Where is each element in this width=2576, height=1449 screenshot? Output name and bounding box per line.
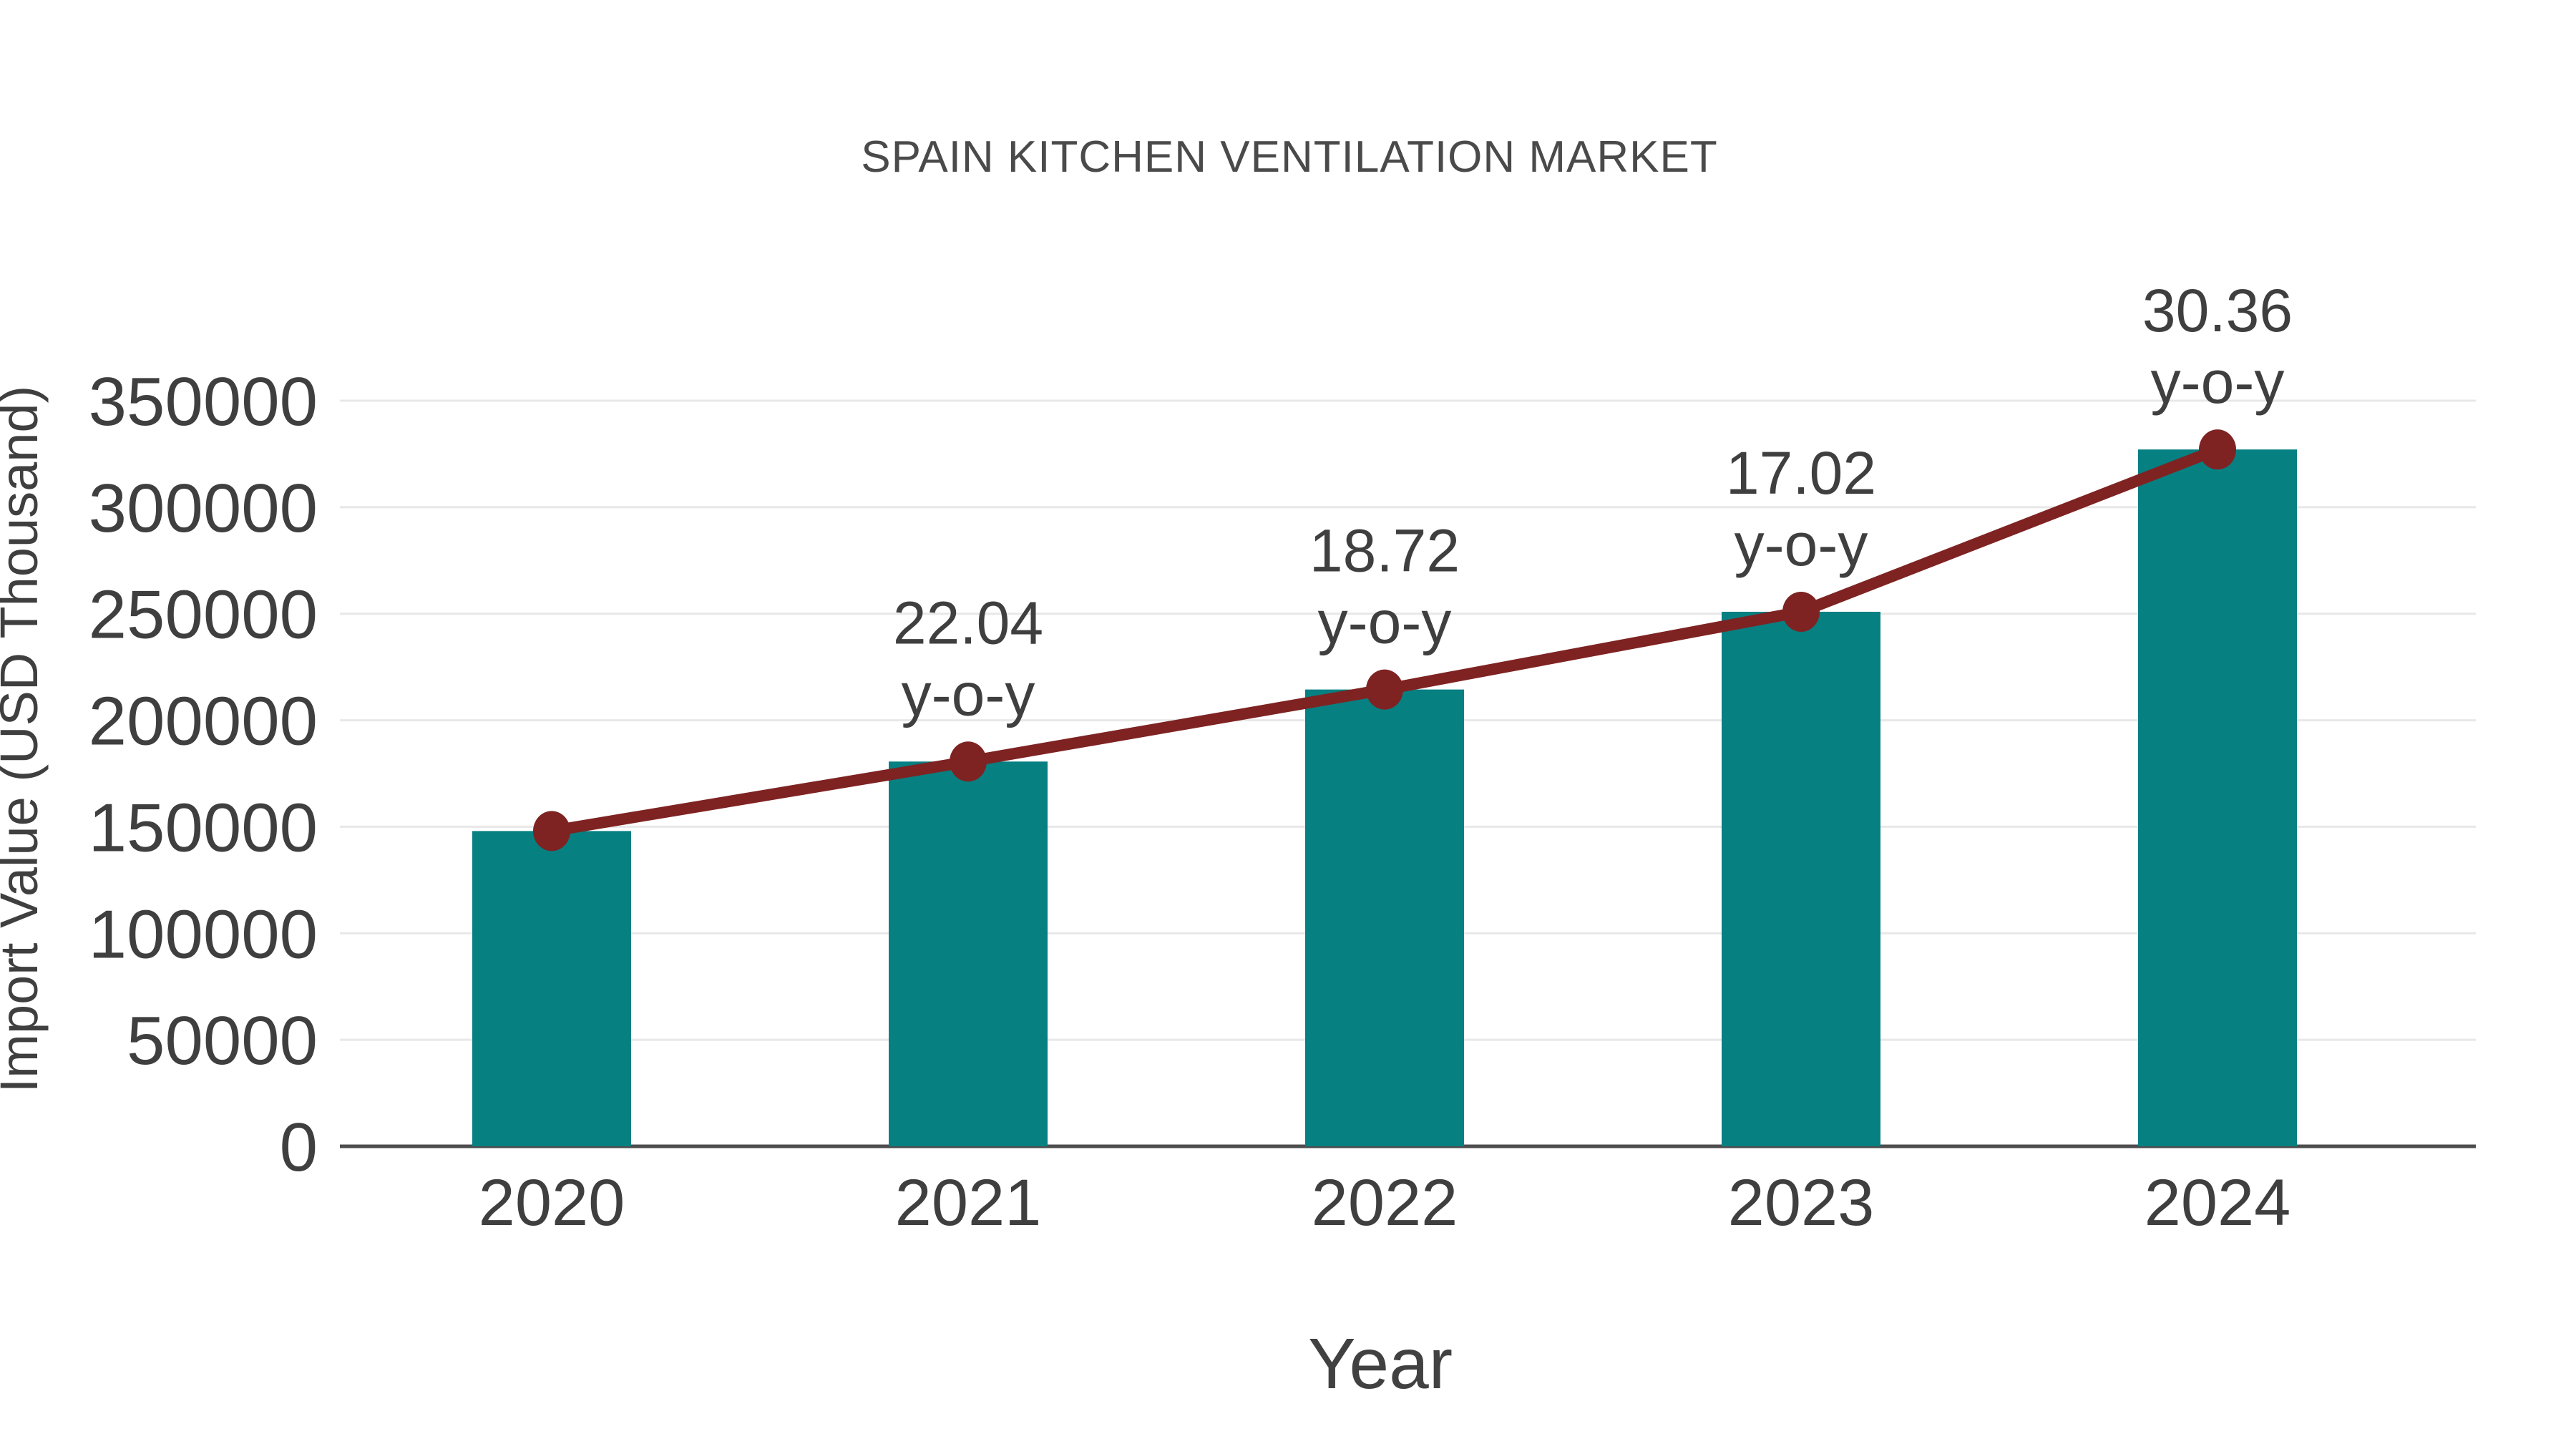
y-tick-label-50000: 50000 <box>127 1002 318 1079</box>
yoy-value-label-2022: 18.72 <box>1309 517 1460 585</box>
line-series <box>533 429 2236 852</box>
y-tick-label-200000: 200000 <box>89 683 318 760</box>
x-tick-label-2022: 2022 <box>1312 1166 1458 1239</box>
y-tick-label-0: 0 <box>280 1109 318 1186</box>
line-marker-2020 <box>533 811 570 852</box>
bar-series <box>472 449 2297 1146</box>
line-marker-2022 <box>1366 669 1403 710</box>
yoy-value-label-2023: 17.02 <box>1726 439 1876 507</box>
x-axis-title: Year <box>1308 1324 1453 1404</box>
y-tick-label-100000: 100000 <box>89 896 318 972</box>
yoy-suffix-label-2023: y-o-y <box>1735 511 1868 578</box>
bar-2021 <box>889 761 1048 1146</box>
line-marker-2023 <box>1782 591 1820 632</box>
data-point-labels: 22.04y-o-y18.72y-o-y17.02y-o-y30.36y-o-y <box>893 277 2293 728</box>
x-tick-label-2024: 2024 <box>2145 1166 2291 1239</box>
line-marker-2024 <box>2199 429 2236 470</box>
x-tick-labels: 2020 2021 2022 2023 2024 <box>479 1166 2291 1239</box>
y-tick-labels: 0 50000 100000 150000 200000 250000 300000 3500… <box>89 364 318 1186</box>
y-tick-label-300000: 300000 <box>89 470 318 547</box>
y-tick-label-350000: 350000 <box>89 364 318 440</box>
yoy-suffix-label-2021: y-o-y <box>902 660 1035 728</box>
yoy-suffix-label-2022: y-o-y <box>1318 589 1452 656</box>
bar-2022 <box>1305 689 1464 1146</box>
yoy-value-label-2021: 22.04 <box>893 589 1043 656</box>
yoy-value-label-2024: 30.36 <box>2142 277 2293 344</box>
bar-2023 <box>1722 611 1880 1146</box>
y-tick-label-250000: 250000 <box>89 577 318 653</box>
x-tick-label-2020: 2020 <box>479 1166 625 1239</box>
bar-2020 <box>472 831 631 1146</box>
x-tick-label-2021: 2021 <box>895 1166 1042 1239</box>
y-tick-label-150000: 150000 <box>89 789 318 866</box>
x-tick-label-2023: 2023 <box>1728 1166 1875 1239</box>
yoy-suffix-label-2024: y-o-y <box>2151 348 2285 416</box>
bar-2024 <box>2138 449 2297 1146</box>
y-axis-title: Import Value (USD Thousand) <box>0 386 49 1093</box>
line-marker-2021 <box>950 741 987 782</box>
chart-title: SPAIN KITCHEN VENTILATION MARKET <box>861 132 1718 182</box>
